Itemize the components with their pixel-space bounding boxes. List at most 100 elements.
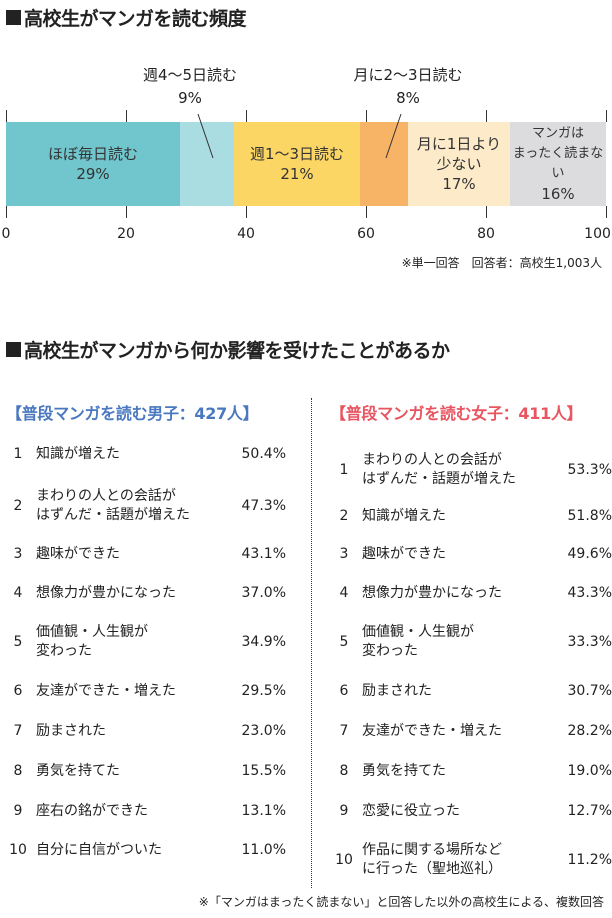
item-label: 価値観・人生観が 変わった [362, 624, 474, 659]
rank: 4 [339, 584, 349, 601]
axis-tick [5, 206, 7, 218]
ranking-row: 6 励まされた 30.7% [330, 681, 612, 701]
item-value: 37.0% [241, 584, 286, 601]
ranking-row: 7 励まされた 23.0% [4, 721, 286, 741]
bar-segment: マンガは まったく読まない 16% [510, 122, 606, 206]
ranking-row: 10 作品に関する場所など に行った（聖地巡礼） 11.2% [330, 840, 612, 880]
leader-line [385, 113, 402, 159]
chart-note: ※単一回答 回答者：高校生1,003人 [401, 256, 602, 270]
ranking-row: 6 友達ができた・増えた 29.5% [4, 681, 286, 701]
item-label: 勇気を持てた [36, 762, 120, 779]
item-value: 11.2% [567, 851, 612, 868]
axis-tick-label: 20 [117, 226, 135, 242]
rank: 5 [13, 633, 23, 650]
male-header: 【普段マンガを読む男子：427人】 [6, 404, 259, 423]
ranking-row: 4 想像力が豊かになった 43.3% [330, 583, 612, 603]
item-value: 15.5% [241, 762, 286, 779]
leader-line [197, 113, 214, 159]
bar-segment [360, 122, 408, 206]
bar-segment: 月に1日より 少ない 17% [408, 122, 510, 206]
rank: 3 [339, 545, 349, 562]
item-value: 43.3% [567, 584, 612, 601]
rank: 1 [339, 461, 349, 478]
item-label: 自分に自信がついた [36, 841, 162, 858]
item-label: 励まされた [362, 682, 432, 699]
rank: 10 [9, 841, 27, 858]
axis-tick [5, 110, 7, 122]
rank: 9 [339, 802, 349, 819]
item-value: 23.0% [241, 722, 286, 739]
rank: 9 [13, 802, 23, 819]
rank: 3 [13, 545, 23, 562]
ranking-row: 4 想像力が豊かになった 37.0% [4, 583, 286, 603]
ranking-row: 2 まわりの人との会話が はずんだ・話題が増えた 47.3% [4, 486, 286, 526]
item-label: 作品に関する場所など に行った（聖地巡礼） [362, 842, 502, 877]
ranking-row: 9 座右の銘ができた 13.1% [4, 801, 286, 821]
segment-label: まったく読まない [512, 146, 604, 181]
callout-label: 月に2～3日読む [353, 66, 463, 84]
item-label: 友達ができた・増えた [362, 722, 502, 739]
item-label: まわりの人との会話が はずんだ・話題が増えた [362, 452, 516, 487]
rank: 2 [13, 497, 23, 514]
item-value: 51.8% [567, 507, 612, 524]
segment-label: ほぼ毎日読む [47, 145, 138, 163]
rank: 7 [13, 722, 23, 739]
leader-lines [197, 113, 402, 159]
item-label: 知識が増えた [362, 507, 446, 524]
item-label: 想像力が豊かになった [36, 584, 176, 601]
item-label: 友達ができた・増えた [36, 682, 176, 699]
item-value: 47.3% [241, 497, 286, 514]
item-label: 励まされた [36, 722, 106, 739]
callout-2-3-per-month: 月に2～3日読む 8% [353, 64, 462, 110]
item-label: まわりの人との会話が はずんだ・話題が増えた [36, 488, 190, 523]
rank: 6 [339, 682, 349, 699]
item-value: 29.5% [241, 682, 286, 699]
segment-label: マンガは [531, 126, 584, 141]
rank: 8 [13, 762, 23, 779]
axis-tick [485, 206, 487, 218]
item-value: 43.1% [241, 545, 286, 562]
female-header: 【普段マンガを読む女子：411人】 [330, 404, 583, 423]
axis-tick [125, 110, 127, 122]
callout-value: 8% [396, 89, 420, 107]
chart-title: 高校生がマンガを読む頻度 [6, 4, 247, 31]
axis-tick-label: 0 [1, 226, 11, 242]
item-label: 勇気を持てた [362, 762, 446, 779]
rank: 1 [13, 445, 23, 462]
rank: 6 [13, 682, 23, 699]
ranking-row: 5 価値観・人生観が 変わった 33.3% [330, 622, 612, 662]
item-label: 想像力が豊かになった [362, 584, 502, 601]
footnote: ※「マンガはまったく読まない」と回答した以外の高校生による、複数回答 [198, 895, 604, 909]
axis-tick-label: 80 [477, 226, 495, 242]
bar-segment: 週1～3日読む 21% [234, 122, 360, 206]
rank: 7 [339, 722, 349, 739]
segment-label: 少ない [436, 155, 482, 173]
segment-value: 17% [442, 175, 476, 193]
segment-value: 21% [280, 165, 314, 183]
item-label: 価値観・人生観が 変わった [36, 624, 148, 659]
ranking-row: 1 知識が増えた 50.4% [4, 444, 286, 464]
ranking-row: 9 恋愛に役立った 12.7% [330, 801, 612, 821]
axis-tick [605, 206, 607, 218]
item-value: 53.3% [567, 461, 612, 478]
rank: 8 [339, 762, 349, 779]
callout-value: 9% [178, 89, 202, 107]
rank: 10 [335, 851, 353, 868]
square-bullet-icon [6, 10, 21, 25]
item-value: 30.7% [567, 682, 612, 699]
axis-tick [245, 206, 247, 218]
callout-label: 週4～5日読む [142, 66, 238, 84]
item-value: 49.6% [567, 545, 612, 562]
item-value: 34.9% [241, 633, 286, 650]
ranking-row: 3 趣味ができた 49.6% [330, 544, 612, 564]
section-title: 高校生がマンガから何か影響を受けたことがあるか [6, 336, 450, 363]
rank: 2 [339, 507, 349, 524]
square-bullet-icon [6, 342, 21, 357]
item-label: 趣味ができた [36, 545, 120, 562]
ranking-row: 1 まわりの人との会話が はずんだ・話題が増えた 53.3% [330, 450, 612, 490]
item-value: 28.2% [567, 722, 612, 739]
item-value: 50.4% [241, 445, 286, 462]
segment-label: 月に1日より [416, 135, 502, 153]
item-label: 恋愛に役立った [362, 802, 460, 819]
column-divider [311, 398, 312, 888]
